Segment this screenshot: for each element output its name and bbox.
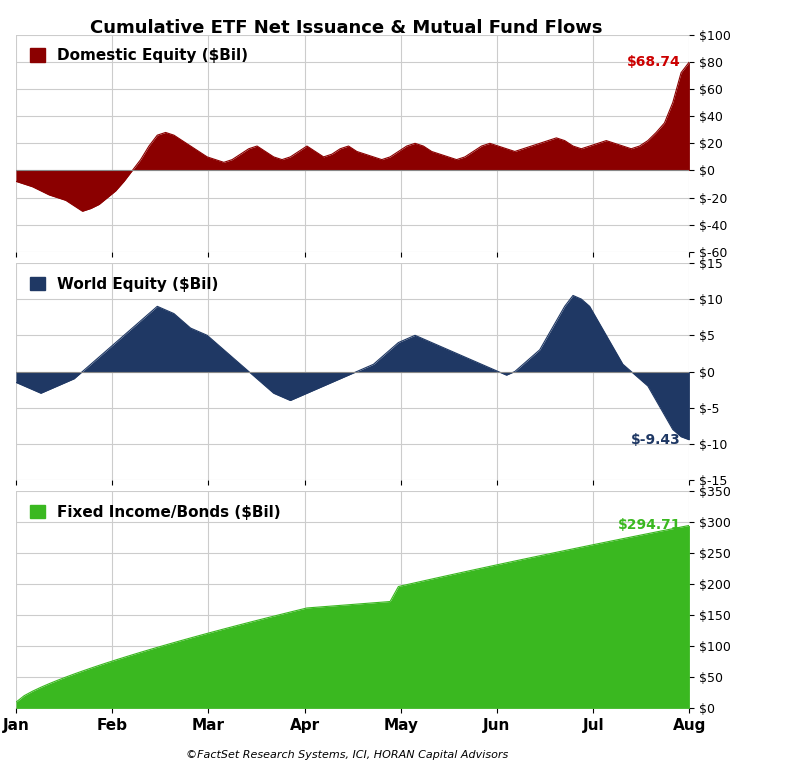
Text: $-9.43: $-9.43 [631, 433, 681, 447]
Text: ©FactSet Research Systems, ICI, HORAN Capital Advisors: ©FactSet Research Systems, ICI, HORAN Ca… [186, 751, 508, 761]
Legend: Fixed Income/Bonds ($Bil): Fixed Income/Bonds ($Bil) [24, 499, 287, 526]
Legend: World Equity ($Bil): World Equity ($Bil) [24, 270, 225, 298]
Text: Cumulative ETF Net Issuance & Mutual Fund Flows: Cumulative ETF Net Issuance & Mutual Fun… [90, 19, 603, 37]
Text: $294.71: $294.71 [618, 518, 681, 532]
Legend: Domestic Equity ($Bil): Domestic Equity ($Bil) [24, 42, 254, 69]
Text: $68.74: $68.74 [627, 55, 681, 69]
